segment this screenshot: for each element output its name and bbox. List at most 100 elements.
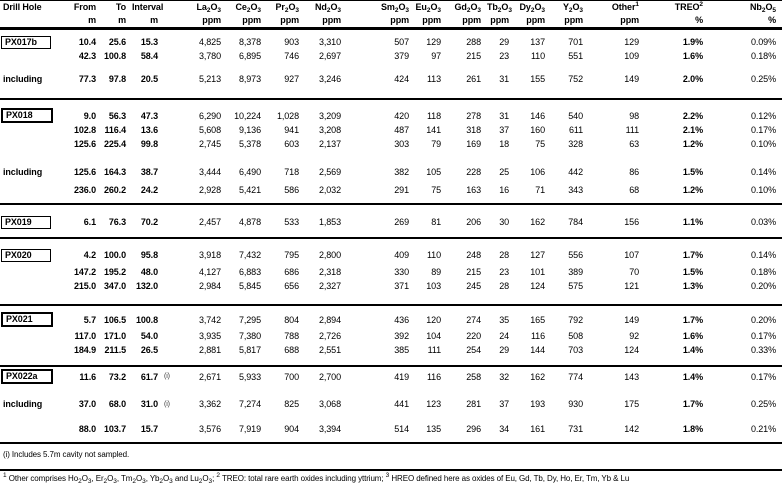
cell-drill-hole: PX019 (0, 215, 60, 229)
cell-note (164, 72, 178, 86)
cell-ce2o3: 5,817 (238, 345, 261, 355)
cell-eu2o3: 79 (431, 139, 441, 149)
cell-eu2o3: 75 (431, 185, 441, 195)
cell-tb2o3: 23 (499, 51, 509, 61)
cell-la2o3: 3,918 (198, 250, 221, 260)
cell-note (164, 312, 178, 327)
col-unit-note (164, 14, 178, 29)
cell-dy2o3: 193 (530, 399, 545, 409)
cell-gd2o3: 261 (466, 74, 481, 84)
cell-ce2o3: 5,933 (238, 371, 261, 382)
cell-interval: 70.2 (140, 217, 158, 227)
drill-hole-group: PX021 5.7 106.5 100.8 3,742 7,295 804 2,894 436 1… (0, 305, 782, 366)
cell-nd2o3: 3,246 (318, 74, 341, 84)
cell-ce2o3: 8,378 (238, 37, 261, 47)
cell-interval: 26.5 (140, 345, 158, 355)
cell-nb2o5: 0.25% (750, 74, 776, 84)
cell-nd2o3: 3,068 (318, 399, 341, 409)
assay-table: Drill Hole From To Interval La2O3 Ce2O3 Pr2O3 N… (0, 0, 782, 443)
row-spacer (0, 99, 782, 108)
cell-nb2o5: 0.17% (750, 125, 776, 135)
cell-note (164, 329, 178, 343)
col-header-other: Other1 (611, 1, 639, 12)
cell-tb2o3: 30 (499, 217, 509, 227)
cell-note (164, 422, 178, 436)
cell-treo: 2.2% (682, 110, 703, 121)
cell-eu2o3: 81 (431, 217, 441, 227)
cell-dy2o3: 101 (530, 267, 545, 277)
cell-dy2o3: 71 (535, 185, 545, 195)
cell-ce2o3: 7,919 (238, 424, 261, 434)
col-header-note (164, 1, 178, 15)
drill-hole-row: PX017b 10.4 25.6 15.3 4,825 8,378 903 3,310 507 1… (0, 35, 782, 49)
drill-hole-id: PX021 (1, 312, 53, 327)
cell-interval: 38.7 (140, 167, 158, 177)
cell-note (164, 35, 178, 49)
cell-to: 225.4 (103, 139, 126, 149)
cell-eu2o3: 113 (426, 74, 441, 84)
cell-interval: 100.8 (135, 314, 158, 325)
cell-pr2o3: 656 (284, 281, 299, 291)
cell-tb2o3: 31 (499, 110, 509, 121)
cell-pr2o3: 686 (284, 267, 299, 277)
drill-hole-id: PX017b (1, 35, 51, 49)
cell-pr2o3: 533 (284, 217, 299, 227)
col-unit-la2o3: ppm (202, 15, 221, 25)
col-header-pr2o3: Pr2O3 (275, 2, 299, 14)
cell-pr2o3: 795 (284, 250, 299, 260)
cell-y2o3: 752 (568, 74, 583, 84)
cell-pr2o3: 718 (284, 167, 299, 177)
cell-tb2o3: 35 (499, 314, 509, 325)
cell-to: 56.3 (108, 110, 126, 121)
cell-gd2o3: 220 (466, 331, 481, 341)
cell-ce2o3: 4,878 (238, 217, 261, 227)
cell-la2o3: 2,928 (198, 185, 221, 195)
cell-ce2o3: 5,845 (238, 281, 261, 291)
col-header-eu2o3: Eu2O3 (415, 2, 441, 14)
cell-drill-hole: PX017b (0, 35, 60, 49)
cell-sm2o3: 379 (394, 51, 409, 61)
cell-pr2o3: 603 (284, 139, 299, 149)
cell-la2o3: 3,742 (198, 314, 221, 325)
cell-dy2o3: 162 (530, 217, 545, 227)
cell-dy2o3: 137 (530, 37, 545, 47)
including-label: including (3, 74, 43, 84)
cell-pr2o3: 746 (284, 51, 299, 61)
cell-from: 147.2 (73, 267, 96, 277)
cell-drill-hole (0, 183, 60, 197)
cell-nb2o5: 0.12% (750, 110, 776, 121)
cell-la2o3: 3,780 (198, 51, 221, 61)
cell-to: 164.3 (103, 167, 126, 177)
col-header-interval: Interval (132, 2, 164, 12)
cell-tb2o3: 25 (499, 167, 509, 177)
cell-treo: 2.1% (682, 125, 703, 135)
row-spacer (0, 384, 782, 397)
cell-la2o3: 3,362 (198, 399, 221, 409)
cell-from: 117.0 (74, 331, 96, 341)
cell-la2o3: 3,576 (198, 424, 221, 434)
cell-from: 42.3 (78, 51, 96, 61)
cell-ce2o3: 7,380 (238, 331, 261, 341)
drill-hole-row: PX020 4.2 100.0 95.8 3,918 7,432 795 2,800 409 11… (0, 248, 782, 262)
cell-y2o3: 703 (568, 345, 583, 355)
col-unit-pr2o3: ppm (280, 15, 299, 25)
cell-note (164, 108, 178, 123)
cell-y2o3: 389 (568, 267, 583, 277)
cell-drill-hole (0, 329, 60, 343)
cell-to: 195.2 (103, 267, 126, 277)
col-header-treo: TREO2 (674, 1, 703, 12)
cell-interval: 20.5 (140, 74, 158, 84)
cell-dy2o3: 161 (530, 424, 545, 434)
cell-eu2o3: 97 (431, 51, 441, 61)
table-header: Drill Hole From To Interval La2O3 Ce2O3 Pr2O3 N… (0, 1, 782, 29)
cell-treo: 1.1% (682, 217, 703, 227)
cell-other: 68 (629, 185, 639, 195)
interval-row: 88.0 103.7 15.7 3,576 7,919 904 3,394 514 135 296… (0, 422, 782, 436)
cell-la2o3: 2,457 (198, 217, 221, 227)
cell-nd2o3: 2,569 (318, 167, 341, 177)
cell-other: 70 (629, 267, 639, 277)
drill-hole-id: PX018 (1, 108, 53, 123)
col-header-nb2o5: Nb2O5 (750, 2, 776, 14)
col-unit-ce2o3: ppm (242, 15, 261, 25)
cell-tb2o3: 23 (499, 267, 509, 277)
